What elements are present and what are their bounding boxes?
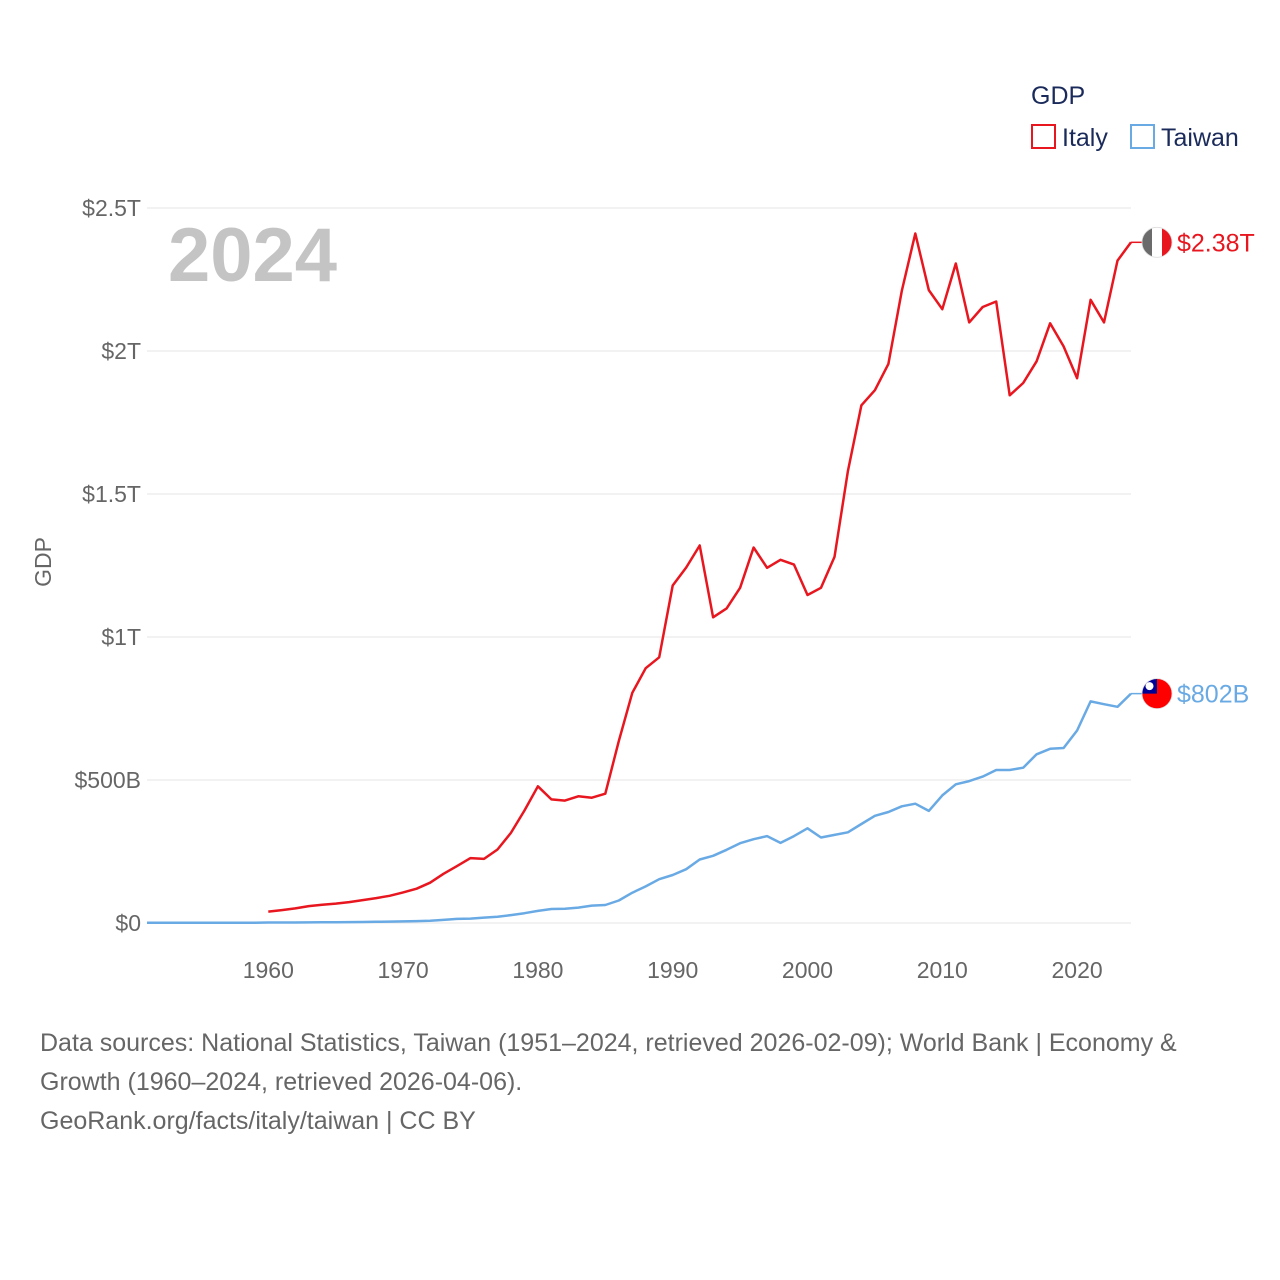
x-tick-label: 1960	[243, 957, 294, 983]
x-tick-label: 1980	[512, 957, 563, 983]
y-tick-label: $2.5T	[82, 195, 141, 221]
y-tick-label: $2T	[101, 338, 141, 364]
y-tick-label: $1.5T	[82, 481, 141, 507]
x-tick-label: 2020	[1051, 957, 1102, 983]
y-tick-label: $1T	[101, 624, 141, 650]
legend-label-italy[interactable]: Italy	[1062, 124, 1108, 152]
y-axis-ticks: $0 $500B $1T $1.5T $2T $2.5T	[74, 195, 141, 936]
y-tick-label: $500B	[74, 767, 141, 793]
x-tick-label: 2010	[917, 957, 968, 983]
x-tick-label: 2000	[782, 957, 833, 983]
series-line-italy[interactable]	[268, 232, 1133, 913]
source-line-1: Data sources: National Statistics, Taiwa…	[40, 1029, 1177, 1057]
legend-swatch-italy[interactable]	[1031, 124, 1056, 149]
legend-label-taiwan[interactable]: Taiwan	[1161, 124, 1239, 152]
italy-flag-icon	[1141, 226, 1173, 258]
x-tick-label: 1970	[378, 957, 429, 983]
x-axis-ticks: 1960 1970 1980 1990 2000 2010 2020	[243, 957, 1103, 983]
end-flags: $2.38T $802B	[1141, 226, 1255, 710]
source-attribution[interactable]: GeoRank.org/facts/italy/taiwan | CC BY	[40, 1107, 476, 1135]
x-tick-label: 1990	[647, 957, 698, 983]
y-axis-label: GDP	[30, 537, 56, 587]
legend: GDP Italy Taiwan	[1031, 82, 1239, 152]
end-value-label-taiwan: $802B	[1177, 681, 1249, 709]
grid-lines	[147, 207, 1131, 924]
taiwan-flag-icon	[1141, 678, 1173, 710]
legend-swatch-taiwan[interactable]	[1130, 124, 1155, 149]
source-line-2: Growth (1960–2024, retrieved 2026-04-06)…	[40, 1068, 523, 1096]
y-tick-label: $0	[115, 910, 141, 936]
source-note: Data sources: National Statistics, Taiwa…	[40, 1024, 1240, 1141]
year-label: 2024	[168, 213, 337, 298]
end-value-label-italy: $2.38T	[1177, 229, 1255, 257]
series-line-taiwan[interactable]	[147, 692, 1132, 924]
legend-title: GDP	[1031, 82, 1085, 110]
series-lines	[147, 232, 1143, 924]
